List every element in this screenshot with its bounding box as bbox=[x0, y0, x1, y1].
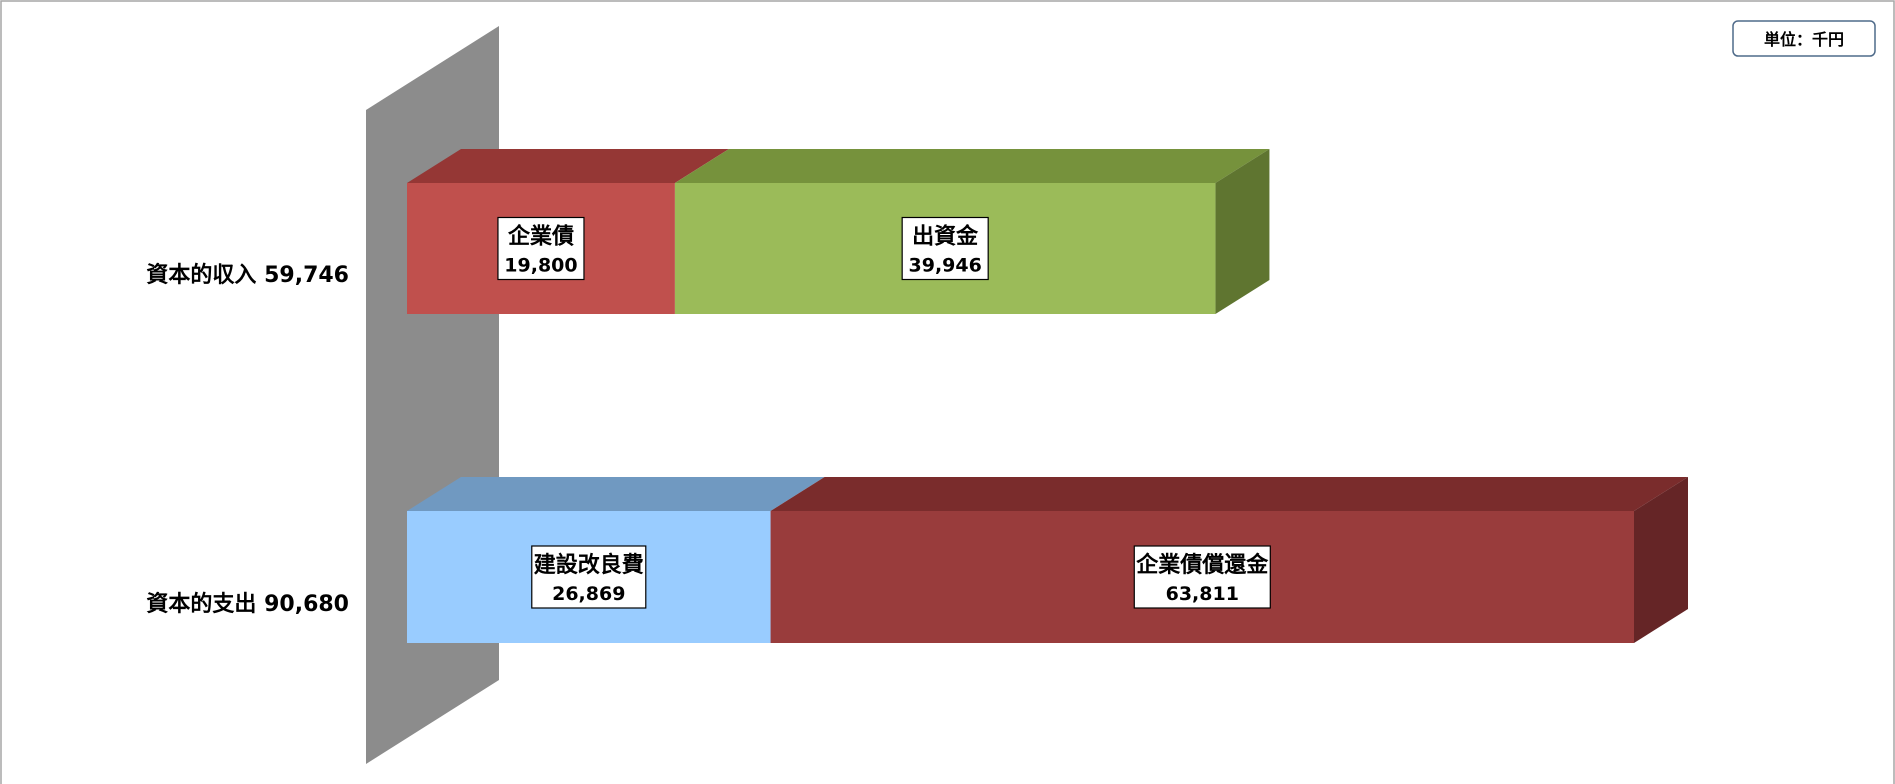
bar-top-bond bbox=[407, 149, 729, 183]
data-label-value-bond: 19,800 bbox=[504, 255, 577, 277]
category-name: 資本的支出 bbox=[146, 591, 264, 617]
bar-segment-bond-redemption: 企業債償還金 63,811 bbox=[770, 477, 1688, 643]
category-label-capital-expenditure: 資本的支出 90,680 bbox=[146, 591, 349, 617]
data-label-name-investment: 出資金 bbox=[912, 224, 979, 250]
data-label-name-bond: 企業債 bbox=[507, 224, 574, 250]
category-total: 90,680 bbox=[264, 592, 349, 617]
data-label-value-investment: 39,946 bbox=[909, 255, 982, 277]
category-total: 59,746 bbox=[264, 263, 349, 288]
unit-label: 単位：千円 bbox=[1764, 30, 1844, 49]
bars-layer: 企業債 19,800 出資金 39,946 建設改良費 26,869 企業債償還金 63,81… bbox=[407, 149, 1688, 643]
bar-top-investment bbox=[674, 149, 1270, 183]
data-label-box-bond bbox=[497, 216, 585, 281]
bar-side-investment bbox=[1215, 149, 1270, 314]
data-label-box-bond-redemption bbox=[1133, 545, 1271, 609]
axis-wall bbox=[366, 26, 499, 764]
data-label-box-construction bbox=[531, 545, 647, 609]
data-label-name-construction: 建設改良費 bbox=[534, 552, 644, 578]
bar-segment-bond: 企業債 19,800 bbox=[407, 149, 729, 314]
category-name: 資本的収入 bbox=[146, 262, 264, 288]
bar-segment-investment: 出資金 39,946 bbox=[674, 149, 1270, 314]
unit-badge: 単位：千円 bbox=[1732, 20, 1876, 57]
data-label-box-investment bbox=[901, 216, 989, 281]
data-label-value-bond-redemption: 63,811 bbox=[1166, 583, 1239, 605]
category-label-capital-income: 資本的収入 59,746 bbox=[146, 262, 349, 288]
bar-side-bond-redemption bbox=[1634, 477, 1688, 643]
bar-top-bond-redemption bbox=[770, 477, 1688, 511]
data-label-value-construction: 26,869 bbox=[552, 583, 625, 605]
bar-segment-construction: 建設改良費 26,869 bbox=[407, 477, 825, 643]
bar-top-construction bbox=[407, 477, 825, 511]
data-label-name-bond-redemption: 企業債償還金 bbox=[1135, 552, 1269, 578]
